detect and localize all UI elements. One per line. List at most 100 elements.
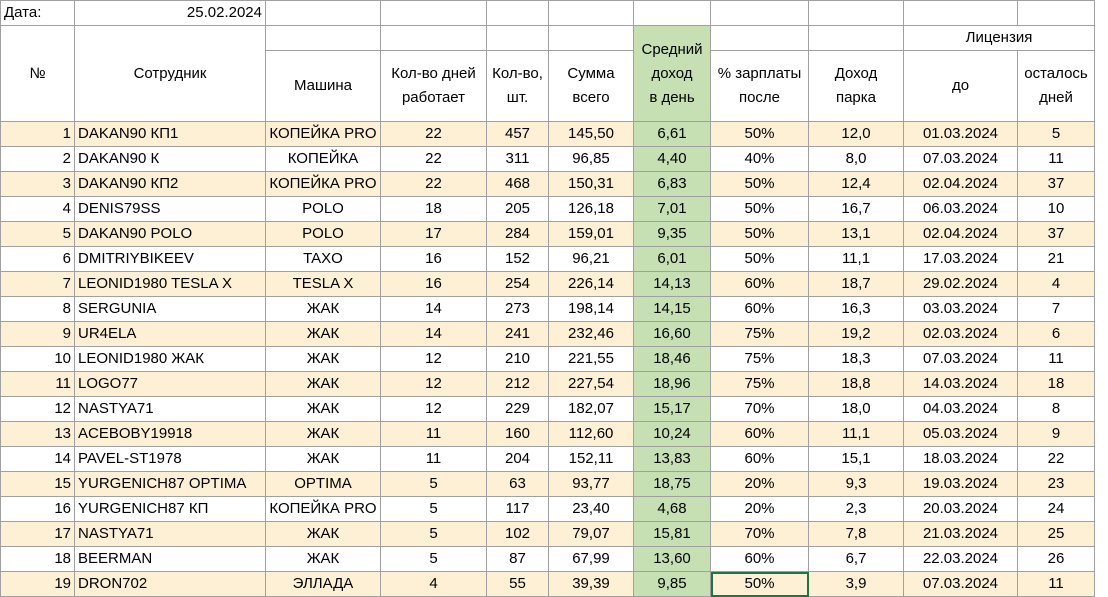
salary-pct-cell[interactable]: 75% <box>710 371 809 397</box>
days-cell[interactable]: 14 <box>380 296 487 322</box>
row-number-cell[interactable]: 8 <box>0 296 75 322</box>
employee-cell[interactable]: DAKAN90 КП1 <box>74 121 266 147</box>
count-cell[interactable]: 468 <box>486 171 549 197</box>
park-income-cell[interactable]: 18,3 <box>808 346 904 372</box>
days-cell[interactable]: 12 <box>380 371 487 397</box>
salary-pct-cell[interactable]: 70% <box>710 521 809 547</box>
park-income-cell[interactable]: 6,7 <box>808 546 904 572</box>
days-cell[interactable]: 11 <box>380 446 487 472</box>
salary-pct-cell[interactable]: 60% <box>710 446 809 472</box>
count-cell[interactable]: 204 <box>486 446 549 472</box>
employee-cell[interactable]: DAKAN90 К <box>74 146 266 172</box>
header-car[interactable]: Машина <box>265 50 381 122</box>
days-cell[interactable]: 5 <box>380 546 487 572</box>
days-cell[interactable]: 22 <box>380 171 487 197</box>
count-cell[interactable]: 284 <box>486 221 549 247</box>
avg-income-cell[interactable]: 18,46 <box>633 346 711 372</box>
employee-cell[interactable]: DRON702 <box>74 571 266 597</box>
sum-cell[interactable]: 152,11 <box>548 446 634 472</box>
count-cell[interactable]: 212 <box>486 371 549 397</box>
salary-pct-cell[interactable]: 40% <box>710 146 809 172</box>
employee-cell[interactable]: SERGUNIA <box>74 296 266 322</box>
row-number-cell[interactable]: 16 <box>0 496 75 522</box>
sum-cell[interactable]: 232,46 <box>548 321 634 347</box>
salary-pct-cell[interactable]: 70% <box>710 396 809 422</box>
sum-cell[interactable]: 226,14 <box>548 271 634 297</box>
avg-income-cell[interactable]: 16,60 <box>633 321 711 347</box>
days-cell[interactable]: 5 <box>380 521 487 547</box>
license-until-cell[interactable]: 07.03.2024 <box>903 346 1018 372</box>
park-income-cell[interactable]: 18,8 <box>808 371 904 397</box>
car-cell[interactable]: ЖАК <box>265 321 381 347</box>
count-cell[interactable]: 87 <box>486 546 549 572</box>
license-until-cell[interactable]: 14.03.2024 <box>903 371 1018 397</box>
row-number-cell[interactable]: 1 <box>0 121 75 147</box>
car-cell[interactable]: ЖАК <box>265 296 381 322</box>
park-income-cell[interactable]: 13,1 <box>808 221 904 247</box>
days-cell[interactable]: 22 <box>380 121 487 147</box>
days-left-cell[interactable]: 9 <box>1017 421 1095 447</box>
park-income-cell[interactable]: 8,0 <box>808 146 904 172</box>
date-label-cell[interactable]: Дата: <box>0 0 75 26</box>
days-left-cell[interactable]: 6 <box>1017 321 1095 347</box>
sum-cell[interactable]: 150,31 <box>548 171 634 197</box>
days-left-cell[interactable]: 11 <box>1017 346 1095 372</box>
empty-cell[interactable] <box>265 0 381 26</box>
days-left-cell[interactable]: 22 <box>1017 446 1095 472</box>
empty-cell[interactable] <box>380 25 487 51</box>
car-cell[interactable]: POLO <box>265 221 381 247</box>
avg-income-cell[interactable]: 4,68 <box>633 496 711 522</box>
avg-income-cell[interactable]: 13,83 <box>633 446 711 472</box>
count-cell[interactable]: 311 <box>486 146 549 172</box>
count-cell[interactable]: 254 <box>486 271 549 297</box>
days-cell[interactable]: 5 <box>380 496 487 522</box>
days-left-cell[interactable]: 21 <box>1017 246 1095 272</box>
row-number-cell[interactable]: 2 <box>0 146 75 172</box>
empty-cell[interactable] <box>710 25 809 51</box>
car-cell[interactable]: ЖАК <box>265 546 381 572</box>
count-cell[interactable]: 229 <box>486 396 549 422</box>
sum-cell[interactable]: 39,39 <box>548 571 634 597</box>
days-left-cell[interactable]: 8 <box>1017 396 1095 422</box>
employee-cell[interactable]: DMITRIYBIKEEV <box>74 246 266 272</box>
car-cell[interactable]: ЖАК <box>265 396 381 422</box>
count-cell[interactable]: 152 <box>486 246 549 272</box>
car-cell[interactable]: ЖАК <box>265 371 381 397</box>
avg-income-cell[interactable]: 7,01 <box>633 196 711 222</box>
row-number-cell[interactable]: 11 <box>0 371 75 397</box>
row-number-cell[interactable]: 12 <box>0 396 75 422</box>
avg-income-cell[interactable]: 10,24 <box>633 421 711 447</box>
days-cell[interactable]: 16 <box>380 271 487 297</box>
sum-cell[interactable]: 221,55 <box>548 346 634 372</box>
header-left[interactable]: осталось дней <box>1017 50 1095 122</box>
count-cell[interactable]: 160 <box>486 421 549 447</box>
count-cell[interactable]: 55 <box>486 571 549 597</box>
license-until-cell[interactable]: 05.03.2024 <box>903 421 1018 447</box>
sum-cell[interactable]: 96,21 <box>548 246 634 272</box>
employee-cell[interactable]: DAKAN90 КП2 <box>74 171 266 197</box>
park-income-cell[interactable]: 11,1 <box>808 246 904 272</box>
avg-income-cell[interactable]: 13,60 <box>633 546 711 572</box>
license-until-cell[interactable]: 29.02.2024 <box>903 271 1018 297</box>
avg-income-cell[interactable]: 18,96 <box>633 371 711 397</box>
days-cell[interactable]: 18 <box>380 196 487 222</box>
sum-cell[interactable]: 67,99 <box>548 546 634 572</box>
car-cell[interactable]: ЖАК <box>265 446 381 472</box>
empty-cell[interactable] <box>265 25 381 51</box>
sum-cell[interactable]: 79,07 <box>548 521 634 547</box>
days-cell[interactable]: 5 <box>380 471 487 497</box>
count-cell[interactable]: 117 <box>486 496 549 522</box>
salary-pct-cell[interactable]: 75% <box>710 321 809 347</box>
count-cell[interactable]: 457 <box>486 121 549 147</box>
car-cell[interactable]: POLO <box>265 196 381 222</box>
header-until[interactable]: до <box>903 50 1018 122</box>
count-cell[interactable]: 205 <box>486 196 549 222</box>
sum-cell[interactable]: 126,18 <box>548 196 634 222</box>
date-value-cell[interactable]: 25.02.2024 <box>74 0 266 26</box>
row-number-cell[interactable]: 5 <box>0 221 75 247</box>
days-left-cell[interactable]: 26 <box>1017 546 1095 572</box>
days-left-cell[interactable]: 23 <box>1017 471 1095 497</box>
days-cell[interactable]: 22 <box>380 146 487 172</box>
empty-cell[interactable] <box>548 0 634 26</box>
days-left-cell[interactable]: 25 <box>1017 521 1095 547</box>
